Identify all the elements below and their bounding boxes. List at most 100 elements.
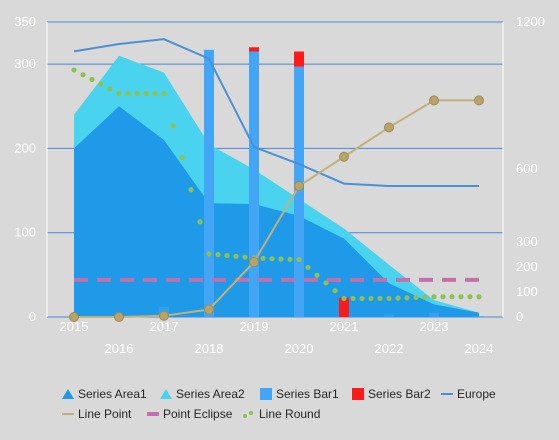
x-axis-tick-label: 2019 xyxy=(240,319,269,334)
line-round-dot xyxy=(134,91,140,97)
line-round-dot xyxy=(440,294,446,300)
x-axis-tick-label: 2017 xyxy=(150,319,179,334)
x-axis-tick-label: 2022 xyxy=(375,341,404,356)
series-area1-area xyxy=(74,106,479,318)
line-round-dot xyxy=(323,280,329,286)
line-round-dot xyxy=(170,123,176,129)
line-round-dot xyxy=(305,264,311,271)
line-point-marker xyxy=(114,312,124,322)
legend-label: Series Bar2 xyxy=(368,387,431,401)
line-round-dot xyxy=(476,294,482,300)
line-round-dot xyxy=(467,294,473,300)
line-round-dot xyxy=(188,187,194,193)
line-round-dot xyxy=(377,295,383,302)
legend-item: Series Area1 xyxy=(62,387,147,401)
line-round-dot xyxy=(278,256,284,262)
line-round-dot xyxy=(116,91,122,97)
areas xyxy=(74,55,479,318)
legend-item: Series Area2 xyxy=(160,387,245,401)
line-round-dot xyxy=(80,72,86,78)
line-point-marker xyxy=(294,181,304,192)
x-axis-tick-label: 2020 xyxy=(285,341,314,356)
right-axis-tick-label: 200 xyxy=(516,259,538,274)
line-round-dot xyxy=(368,295,374,302)
line-round-dot xyxy=(422,294,428,300)
x-axis-tick-label: 2021 xyxy=(330,319,359,334)
left-axis-tick-label: 350 xyxy=(14,14,36,29)
lines xyxy=(69,38,484,322)
line-round-dot xyxy=(152,91,158,97)
legend-label: Series Bar1 xyxy=(276,387,339,401)
line-round-dot xyxy=(395,295,401,301)
europe-line xyxy=(73,38,479,188)
left-axis-tick-label: 200 xyxy=(14,140,36,155)
line-round-dot xyxy=(404,295,410,301)
series-bar1-bar xyxy=(294,66,304,318)
line-round-dot xyxy=(386,295,392,302)
x-axis-tick-label: 2016 xyxy=(105,341,134,356)
legend-symbol xyxy=(260,388,272,400)
line-round-dot xyxy=(413,294,419,301)
legend-label: Line Point xyxy=(78,407,132,421)
right-axis-tick-label: 1200 xyxy=(516,14,545,29)
line-point-marker xyxy=(339,151,349,162)
left-axis-tick-label: 100 xyxy=(14,225,36,240)
line-round-dot xyxy=(431,294,437,300)
legend-item: Series Bar2 xyxy=(352,387,431,401)
line-round-dot xyxy=(296,257,302,263)
line-round-dot xyxy=(350,295,356,302)
line-round-dot xyxy=(341,295,347,302)
line-point-line xyxy=(74,99,479,318)
line-round-dot xyxy=(98,81,104,87)
legend-symbol xyxy=(147,412,159,416)
line-point-marker xyxy=(204,304,214,315)
series-bar1-bar xyxy=(474,316,484,317)
legend-item: Point Eclipse xyxy=(147,407,233,421)
line-round-dot xyxy=(215,252,221,258)
line-round-dot xyxy=(89,76,95,83)
line-round-dot xyxy=(332,288,338,294)
legend-item: Line Round xyxy=(243,407,320,421)
line-round-dot xyxy=(242,254,248,260)
left-axis-tick-label: 300 xyxy=(14,56,36,71)
line-round-dot xyxy=(449,294,455,300)
left-axis-tick-label: 0 xyxy=(29,309,36,324)
series-bar2-bar xyxy=(249,47,259,52)
legend-label: Europe xyxy=(457,387,496,401)
line-round-dot xyxy=(107,86,113,92)
x-axis-tick-label: 2015 xyxy=(60,319,89,334)
series-bar1-bar xyxy=(204,49,214,318)
line-round-dot xyxy=(125,91,131,97)
x-axis-tick-label: 2018 xyxy=(195,341,224,356)
legend: Series Area1 Series Area2 Series Bar1 Serie… xyxy=(62,387,496,421)
series-bar1-bar xyxy=(384,314,394,317)
line-round-dot xyxy=(458,294,464,300)
x-axis-tick-label: 2023 xyxy=(420,319,449,334)
right-axis-tick-label: 100 xyxy=(516,284,538,299)
line-round-dot xyxy=(143,91,149,97)
line-round-dot xyxy=(197,219,203,225)
line-point-marker xyxy=(474,95,484,106)
legend-item: Europe xyxy=(441,387,496,401)
legend-item: Line Point xyxy=(62,407,132,421)
legend-item: Series Bar1 xyxy=(260,387,339,401)
line-round-dot xyxy=(71,67,77,73)
legend-symbol xyxy=(62,389,74,399)
line-round-dot xyxy=(359,295,365,302)
line-point-marker xyxy=(159,310,169,321)
line-point-marker xyxy=(249,257,259,267)
line-point-marker xyxy=(69,312,79,322)
line-round-dot xyxy=(314,272,320,278)
line-round-dot xyxy=(161,91,167,97)
legend-symbol xyxy=(243,414,247,418)
legend-label: Series Area2 xyxy=(176,387,245,401)
right-axis-tick-label: 0 xyxy=(516,309,523,324)
right-axis-tick-label: 600 xyxy=(516,161,538,176)
line-round-dot xyxy=(179,155,185,161)
legend-label: Point Eclipse xyxy=(163,407,233,421)
legend-label: Line Round xyxy=(259,407,320,421)
legend-symbol xyxy=(160,389,172,399)
series-bar1-bar xyxy=(249,51,259,317)
